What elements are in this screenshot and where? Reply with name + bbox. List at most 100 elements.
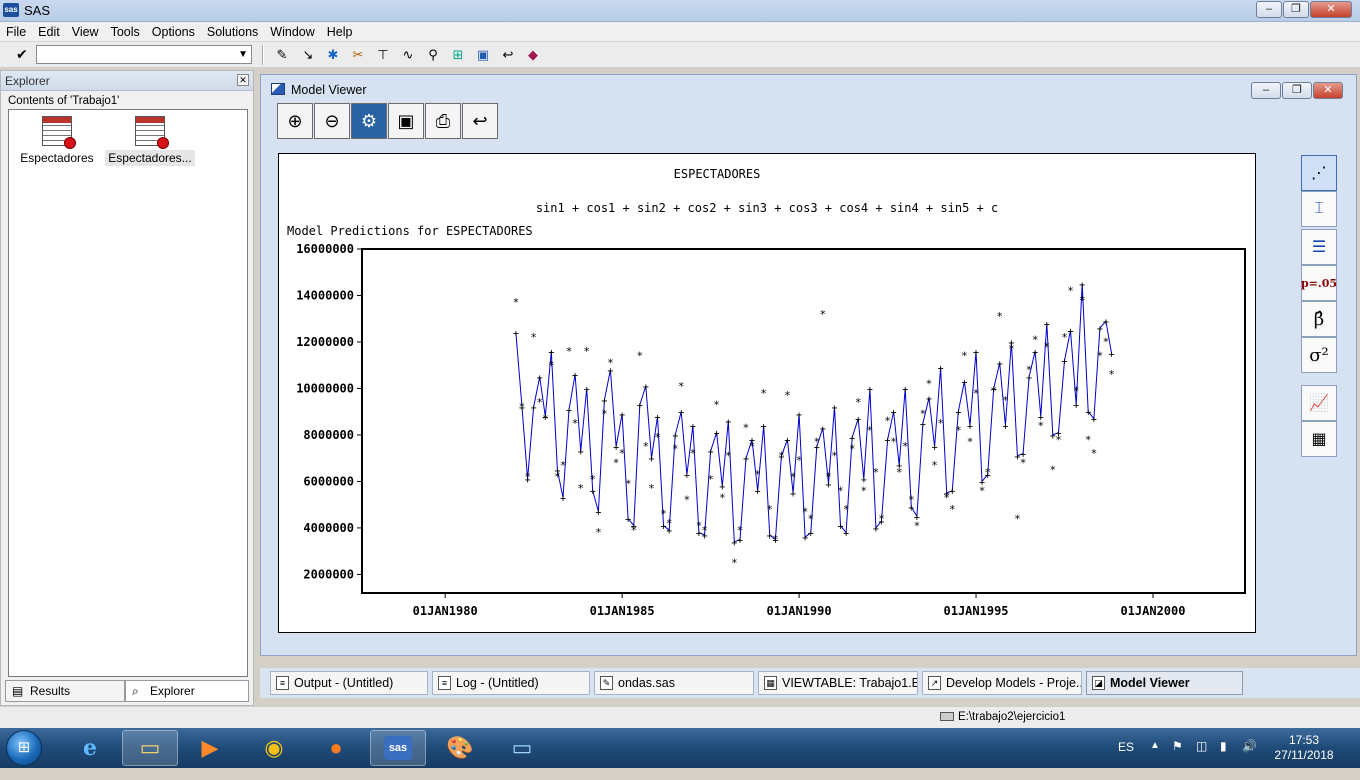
window-tab-viewtable[interactable]: ▦ VIEWTABLE: Trabajo1.E... bbox=[758, 671, 918, 695]
grid-tool-icon[interactable]: ⊞ bbox=[452, 47, 464, 62]
status-path-text: E:\trabajo2\ejercicio1 bbox=[958, 711, 1066, 723]
table-button[interactable]: ▦ bbox=[1301, 421, 1337, 457]
model-button[interactable]: ⚙ bbox=[351, 103, 387, 139]
network-icon[interactable]: ◫ bbox=[1196, 739, 1208, 753]
mv-close-button[interactable]: ✕ bbox=[1313, 82, 1343, 99]
p-value-button[interactable]: p=.05 bbox=[1301, 265, 1337, 301]
maximize-button[interactable]: ❐ bbox=[1283, 1, 1309, 18]
start-button[interactable]: ⊞ bbox=[6, 730, 42, 766]
edit-code-icon[interactable]: ✎ bbox=[276, 47, 288, 62]
line-graph-button[interactable]: 📈 bbox=[1301, 385, 1337, 421]
predicted-point: + bbox=[1014, 452, 1020, 463]
predicted-point: + bbox=[595, 508, 601, 519]
close-icon[interactable]: ✕ bbox=[237, 74, 249, 86]
y-tick-label: 16000000 bbox=[296, 242, 354, 256]
predicted-point: + bbox=[938, 364, 944, 375]
menu-bar: File Edit View Tools Options Solutions W… bbox=[0, 22, 1360, 42]
actual-point: * bbox=[637, 350, 644, 363]
predicted-point: + bbox=[631, 522, 637, 533]
dataset-item[interactable]: Espectadores bbox=[12, 116, 102, 166]
menu-help[interactable]: Help bbox=[326, 24, 353, 39]
menu-tools[interactable]: Tools bbox=[110, 24, 140, 39]
window-tab-ondas[interactable]: ✎ ondas.sas bbox=[594, 671, 754, 695]
predicted-point: + bbox=[1038, 412, 1044, 423]
libraries-icon[interactable]: ✂ bbox=[352, 47, 364, 62]
menu-window[interactable]: Window bbox=[270, 24, 315, 39]
tray-expand-icon[interactable]: ▲ bbox=[1150, 740, 1160, 751]
predicted-point: + bbox=[513, 329, 519, 340]
model-icon: ⚙ bbox=[360, 110, 378, 131]
explorer-tool-icon[interactable]: ✱ bbox=[327, 47, 339, 62]
media-player-button[interactable]: ▶ bbox=[182, 730, 238, 766]
mv-restore-button[interactable]: ❐ bbox=[1282, 82, 1312, 99]
menu-view[interactable]: View bbox=[71, 24, 99, 39]
actual-point: * bbox=[1037, 419, 1044, 432]
tab-explorer[interactable]: ⌕ Explorer bbox=[125, 680, 249, 702]
return-icon[interactable]: ↩ bbox=[502, 47, 514, 62]
file-explorer-button[interactable]: ▭ bbox=[122, 730, 178, 766]
filter-icon[interactable]: ⊤ bbox=[377, 47, 389, 62]
menu-options[interactable]: Options bbox=[151, 24, 195, 39]
mv-minimize-button[interactable]: – bbox=[1251, 82, 1281, 99]
window-tab-output[interactable]: ≡ Output - (Untitled) bbox=[270, 671, 428, 695]
sigma-button[interactable]: σ² bbox=[1301, 337, 1337, 373]
undo-button[interactable]: ↩ bbox=[462, 103, 498, 139]
zoom-in-button[interactable]: ⊕ bbox=[277, 103, 313, 139]
run-icon[interactable]: ↘ bbox=[302, 47, 314, 62]
paint-button[interactable]: 🎨 bbox=[432, 730, 488, 766]
table-icon: ▦ bbox=[1311, 431, 1327, 448]
menu-solutions[interactable]: Solutions bbox=[206, 24, 259, 39]
command-box[interactable]: ▼ bbox=[36, 45, 252, 64]
close-button[interactable]: ✕ bbox=[1310, 1, 1352, 18]
help-book-icon[interactable]: ◆ bbox=[528, 47, 538, 62]
language-indicator[interactable]: ES bbox=[1118, 740, 1135, 754]
window-tab-model-viewer[interactable]: ◪ Model Viewer bbox=[1086, 671, 1243, 695]
battery-icon[interactable]: ▮ bbox=[1220, 739, 1227, 753]
tab-results[interactable]: ▤ Results bbox=[5, 680, 125, 702]
error-bar-button[interactable]: ⌶ bbox=[1301, 191, 1337, 227]
beta-button[interactable]: β̂ bbox=[1301, 301, 1337, 337]
window-tab-log[interactable]: ≡ Log - (Untitled) bbox=[432, 671, 590, 695]
actual-point: * bbox=[554, 470, 561, 483]
zoom-in-icon: ⊕ bbox=[287, 110, 303, 131]
model-viewer-icon: ◪ bbox=[1092, 676, 1105, 690]
firefox-button[interactable]: ● bbox=[308, 730, 364, 766]
sas-taskbar-button[interactable]: sas bbox=[370, 730, 426, 766]
volume-icon[interactable]: 🔊 bbox=[1242, 739, 1257, 753]
sas-taskbar-icon: sas bbox=[384, 736, 412, 760]
screen-button[interactable]: ▭ bbox=[494, 730, 550, 766]
actual-point: * bbox=[1061, 331, 1068, 344]
bar-list-button[interactable]: ☰ bbox=[1301, 229, 1337, 265]
zoom-out-button[interactable]: ⊖ bbox=[314, 103, 350, 139]
explorer-tabs: ▤ Results ⌕ Explorer bbox=[3, 680, 251, 702]
explorer-contents-label: Contents of 'Trabajo1' bbox=[8, 95, 120, 107]
minimize-button[interactable]: – bbox=[1256, 1, 1282, 18]
action-center-icon[interactable]: ⚑ bbox=[1172, 739, 1183, 753]
predicted-point: + bbox=[796, 410, 802, 421]
actual-point: * bbox=[790, 470, 797, 483]
toolbar: ✔ ▼ ✎ ↘ ✱ ✂ ⊤ ∿ ⚲ ⊞ ▣ ↩ ◆ bbox=[0, 42, 1360, 68]
menu-edit[interactable]: Edit bbox=[38, 24, 60, 39]
app-title: SAS bbox=[24, 3, 51, 18]
dataset-item-selected[interactable]: Espectadores... bbox=[105, 116, 195, 166]
print-button[interactable]: ⎙ bbox=[425, 103, 461, 139]
chevron-down-icon[interactable]: ▼ bbox=[238, 49, 248, 60]
save-button[interactable]: ▣ bbox=[388, 103, 424, 139]
window-tool-icon[interactable]: ▣ bbox=[476, 47, 490, 62]
window-tab-develop-models[interactable]: ↗ Develop Models - Proje... bbox=[922, 671, 1082, 695]
check-icon[interactable]: ✔ bbox=[16, 46, 28, 62]
predicted-point: + bbox=[1103, 317, 1109, 328]
series-marks: + + + + + + + + + + + + + + + + + + + + + + + + + + + + + + + + + + + + + + + +… bbox=[513, 280, 1115, 570]
scatter-plot-button[interactable]: ⋰ bbox=[1301, 155, 1337, 191]
actual-point: * bbox=[583, 345, 590, 358]
explorer-tab-icon: ⌕ bbox=[132, 684, 139, 698]
actual-point: * bbox=[566, 345, 573, 358]
key-icon[interactable]: ⚲ bbox=[428, 47, 438, 62]
chrome-button[interactable]: ◉ bbox=[246, 730, 302, 766]
clock[interactable]: 17:53 27/11/2018 bbox=[1268, 733, 1340, 763]
menu-file[interactable]: File bbox=[6, 24, 27, 39]
predicted-point: + bbox=[855, 415, 861, 426]
wave-icon[interactable]: ∿ bbox=[402, 47, 414, 62]
internet-explorer-button[interactable]: e bbox=[62, 730, 118, 766]
predicted-point: + bbox=[560, 494, 566, 505]
